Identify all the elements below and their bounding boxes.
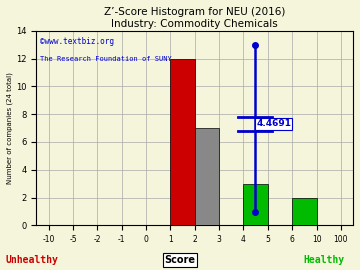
Text: The Research Foundation of SUNY: The Research Foundation of SUNY: [40, 56, 171, 62]
Text: ©www.textbiz.org: ©www.textbiz.org: [40, 36, 114, 46]
Text: Unhealthy: Unhealthy: [6, 255, 59, 265]
Y-axis label: Number of companies (24 total): Number of companies (24 total): [7, 72, 13, 184]
Bar: [292, 198, 316, 225]
Text: Score: Score: [165, 255, 195, 265]
Text: Healthy: Healthy: [303, 255, 345, 265]
Title: Z’-Score Histogram for NEU (2016)
Industry: Commodity Chemicals: Z’-Score Histogram for NEU (2016) Indust…: [104, 7, 285, 29]
Bar: [170, 59, 195, 225]
Bar: [243, 184, 268, 225]
Text: 4.4691: 4.4691: [256, 119, 291, 129]
Bar: [195, 128, 219, 225]
